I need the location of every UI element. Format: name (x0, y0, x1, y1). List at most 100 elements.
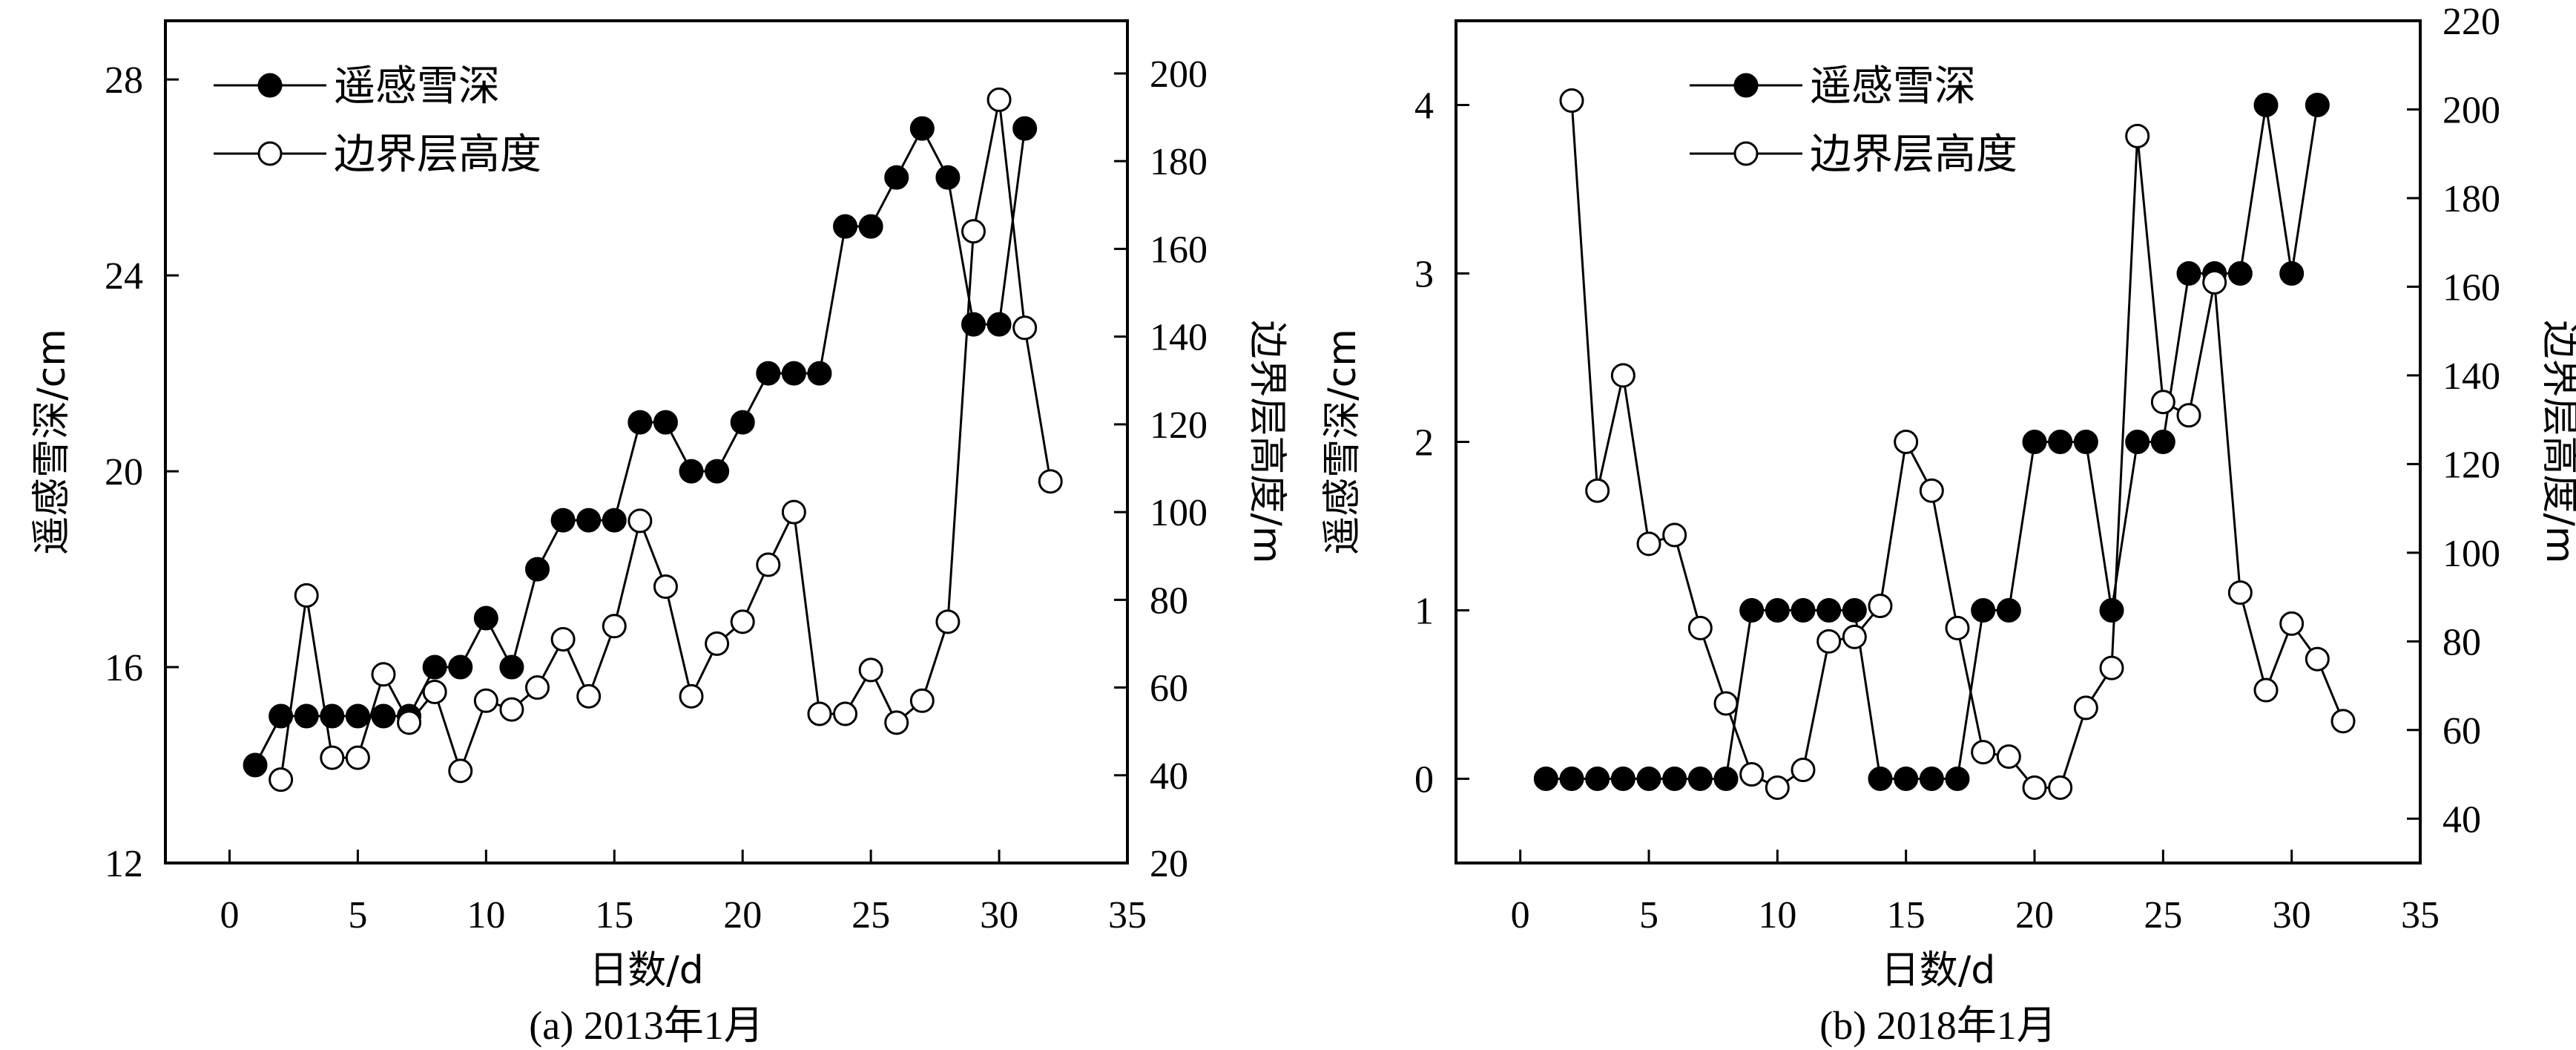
data-point (1662, 767, 1687, 791)
data-point (499, 697, 524, 722)
data-point (2227, 580, 2253, 606)
legend-entry: 边界层高度 (214, 131, 541, 179)
data-point (2099, 655, 2124, 680)
data-point (345, 703, 370, 729)
x-tick-label: 35 (1108, 894, 1147, 936)
data-point (884, 710, 909, 735)
data-point (781, 499, 806, 525)
data-point (1919, 767, 1944, 791)
x-tick-label: 5 (348, 894, 367, 936)
series-boundary-layer-height (1559, 88, 2356, 800)
y2-tick-label: 80 (2442, 621, 2481, 663)
data-point (1559, 88, 1584, 114)
data-point (1713, 691, 1739, 716)
data-point (1585, 478, 1610, 503)
data-point (1868, 767, 1893, 791)
y2-tick-label: 180 (1150, 141, 1208, 183)
data-point (576, 508, 602, 533)
data-point (2176, 403, 2201, 428)
y2-axis-title: 边界层高度/m (1245, 320, 1289, 563)
y2-tick-label: 200 (1150, 53, 1208, 96)
x-tick-label: 10 (467, 894, 505, 936)
data-point (935, 609, 961, 634)
y2-tick-label: 120 (1150, 404, 1208, 447)
data-point (807, 361, 832, 386)
y2-axis-title: 边界层高度/m (2537, 320, 2576, 563)
data-point (1610, 767, 1635, 791)
data-point (294, 703, 319, 729)
data-point (525, 675, 550, 700)
x-tick-label: 15 (595, 894, 633, 936)
data-point (1713, 767, 1739, 791)
series-line (1570, 100, 2345, 790)
data-point (705, 459, 730, 484)
data-point (1996, 598, 2021, 623)
data-point (2022, 430, 2047, 454)
data-point (473, 606, 498, 631)
data-point (1945, 767, 1970, 791)
x-tick-label: 15 (1887, 894, 1926, 936)
y2-tick-label: 40 (2442, 798, 2481, 841)
chart-panel-b: 0 5 10 15 20 25 30 35 0 1 2 3 4 40 60 80 100 120 140 160 180… (1320, 1, 2576, 1048)
y2-tick-label: 120 (2442, 444, 2500, 486)
data-point (371, 703, 396, 729)
chart-caption: (b) 2018年1月 (1819, 1003, 2056, 1048)
y2-tick-label: 60 (1150, 668, 1188, 710)
data-point (294, 583, 319, 608)
data-point (1012, 315, 1038, 341)
y2-tick-label: 200 (2442, 89, 2500, 131)
data-point (2125, 430, 2150, 454)
legend-marker (257, 141, 283, 166)
y2-tick-label: 160 (1150, 229, 1208, 271)
x-tick-label: 20 (723, 894, 762, 936)
legend-label: 遥感雪深 (334, 62, 500, 111)
data-point (781, 361, 806, 386)
y2-tick-label: 80 (1150, 580, 1188, 622)
data-point (499, 654, 524, 680)
data-point (833, 214, 858, 239)
data-point (1868, 594, 1893, 619)
data-point (550, 627, 576, 652)
data-point (1894, 430, 1919, 454)
x-tick-label: 0 (1511, 894, 1530, 936)
y2-tick-label: 220 (2442, 1, 2500, 43)
y-tick-label: 4 (1414, 85, 1434, 128)
data-point (371, 662, 396, 687)
data-point (2022, 775, 2047, 800)
data-point (2125, 123, 2150, 148)
data-point (1687, 767, 1713, 791)
data-point (2048, 430, 2073, 454)
data-point (1687, 615, 1713, 640)
data-point (2253, 93, 2279, 117)
x-tick-label: 10 (1758, 894, 1796, 936)
data-point (858, 657, 883, 683)
data-point (909, 688, 935, 713)
series-line (1546, 105, 2319, 780)
data-point (1791, 758, 1816, 783)
x-tick-label: 30 (980, 894, 1018, 936)
data-point (448, 654, 473, 680)
x-tick-label: 0 (220, 894, 239, 936)
data-point (833, 701, 858, 726)
y-tick-label: 12 (105, 843, 143, 885)
data-point (961, 219, 986, 244)
data-point (1791, 598, 1816, 623)
legend-marker (1733, 141, 1759, 166)
y2-tick-label: 100 (2442, 533, 2500, 575)
y-tick-label: 28 (105, 59, 143, 102)
data-point (1765, 598, 1790, 623)
chart-panel-a: 0 5 10 15 20 25 30 35 12 16 20 24 28 20 40 60 80 100 120 14… (30, 19, 1289, 1048)
data-point (2305, 646, 2330, 672)
data-point (935, 165, 961, 190)
data-point (345, 745, 370, 770)
data-point (756, 361, 781, 386)
data-point (807, 701, 832, 726)
data-point (602, 508, 627, 533)
data-point (627, 410, 653, 435)
data-point (1842, 624, 1867, 649)
data-point (679, 459, 704, 484)
data-point (1610, 363, 1635, 388)
data-point (884, 165, 909, 190)
chart-caption: (a) 2013年1月 (529, 1003, 763, 1048)
data-point (422, 679, 447, 704)
